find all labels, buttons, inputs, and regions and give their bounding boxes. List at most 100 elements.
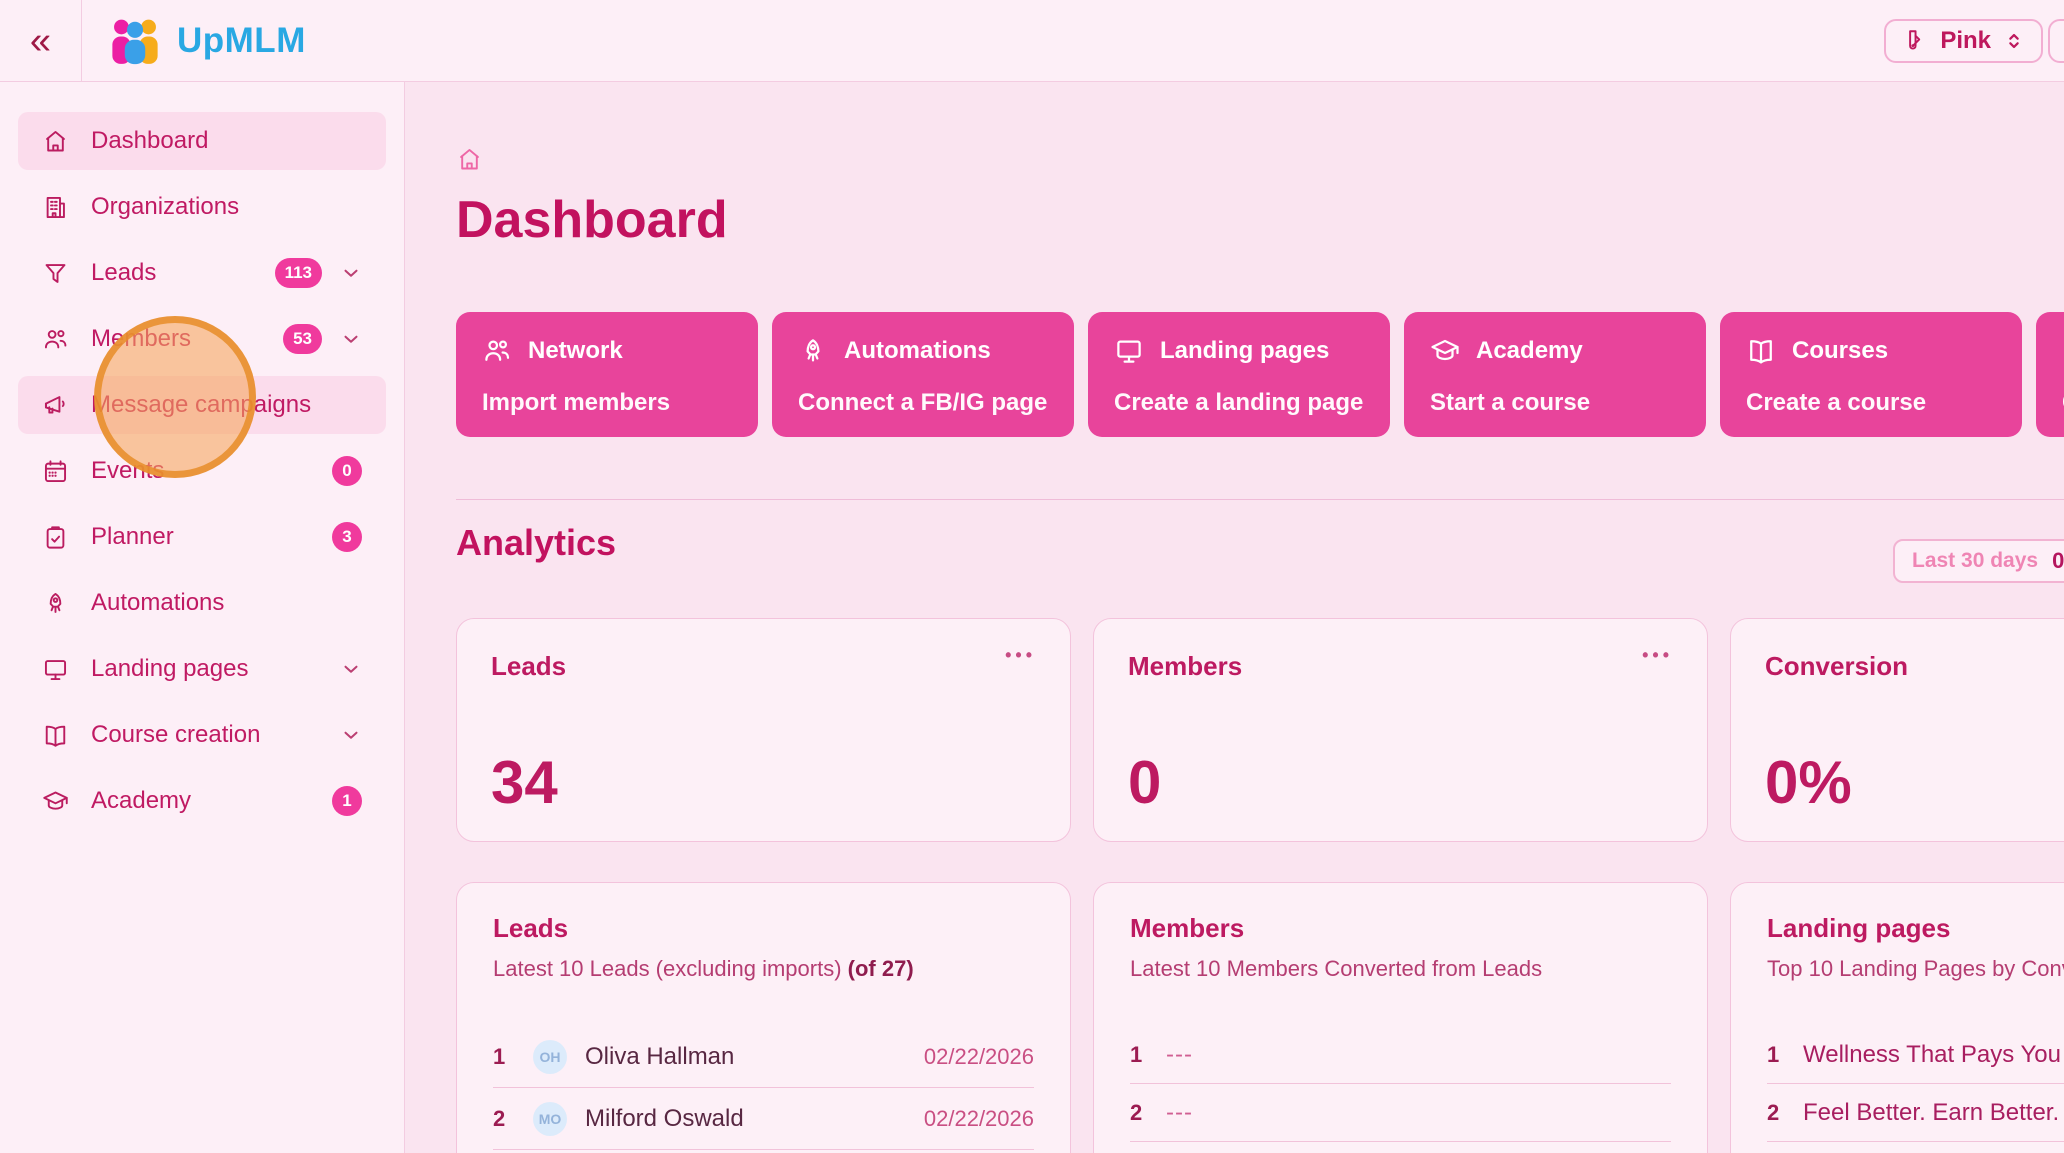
stat-value: 0% — [1765, 749, 1852, 816]
sidebar-collapse-button[interactable]: « — [0, 0, 82, 81]
member-row[interactable]: 3 --- — [1130, 1142, 1671, 1153]
lead-name: Milford Oswald — [585, 1104, 744, 1132]
monitor-icon — [1117, 340, 1141, 363]
leads-list-card: Leads Latest 10 Leads (excluding imports… — [456, 882, 1071, 1153]
quick-action-courses[interactable]: Courses Create a course — [1720, 312, 2022, 437]
date-range-label: Last 30 days — [1912, 549, 2039, 572]
sidebar-item-label: Members — [91, 325, 192, 352]
sidebar-item-automations[interactable]: Automations — [18, 574, 386, 632]
more-menu-icon[interactable]: ••• — [1642, 645, 1673, 665]
events-count-badge: 0 — [332, 456, 362, 486]
book-icon — [45, 725, 66, 747]
sidebar-item-events[interactable]: Events 0 — [18, 442, 386, 500]
list-title: Leads — [493, 913, 569, 943]
quick-action-title: Landing pages — [1160, 337, 1330, 364]
sidebar-item-label: Organizations — [91, 193, 240, 220]
stat-card-members: Members ••• 0 — [1093, 618, 1708, 842]
stat-value: 34 — [491, 749, 558, 816]
sidebar-item-academy[interactable]: Academy 1 — [18, 772, 386, 830]
analytics-lists-row: Leads Latest 10 Leads (excluding imports… — [456, 882, 2064, 1153]
breadcrumb-home-icon[interactable] — [456, 146, 483, 173]
quick-action-title: Courses — [1792, 337, 1889, 364]
graduation-cap-icon — [1431, 339, 1459, 361]
sidebar-item-members[interactable]: Members 53 — [18, 310, 386, 368]
megaphone-icon — [44, 395, 65, 414]
sidebar-item-dashboard[interactable]: Dashboard — [18, 112, 386, 170]
quick-action-subtitle: Create a course — [1746, 389, 1927, 416]
list-title: Landing pages — [1767, 913, 1951, 943]
quick-action-landing-pages[interactable]: Landing pages Create a landing page — [1088, 312, 1390, 437]
lead-name: Oliva Hallman — [585, 1042, 735, 1070]
members-count-badge: 53 — [283, 324, 322, 354]
stat-value: 0 — [1128, 749, 1162, 816]
lead-date: 02/22/2026 — [923, 1043, 1034, 1069]
quick-action-subtitle: C — [2062, 389, 2064, 417]
stat-card-conversion: Conversion 0% — [1730, 618, 2064, 842]
section-divider — [456, 499, 2064, 500]
chevron-down-icon[interactable] — [340, 724, 362, 746]
quick-action-subtitle: Import members — [482, 389, 671, 416]
stat-title: Leads — [491, 651, 567, 681]
landing-page-row[interactable]: 1 Wellness That Pays You Back — [1767, 1026, 2064, 1084]
lead-row[interactable]: 2 MO Milford Oswald 02/22/2026 — [493, 1088, 1034, 1150]
chevron-down-icon[interactable] — [340, 262, 362, 284]
sidebar-item-leads[interactable]: Leads 113 — [18, 244, 386, 302]
analytics-heading: Analytics — [456, 522, 617, 563]
book-icon — [1750, 340, 1772, 364]
quick-action-subtitle: Start a course — [1430, 389, 1591, 416]
sidebar-item-message-campaigns[interactable]: Message campaigns — [18, 376, 386, 434]
quick-action-subtitle: Connect a FB/IG page — [798, 389, 1048, 416]
rocket-icon — [806, 339, 820, 362]
quick-action-title: Automations — [844, 337, 991, 364]
quick-action-automations[interactable]: Automations Connect a FB/IG page — [772, 312, 1074, 437]
date-range-filter[interactable]: Last 30 days 01/2 — [1893, 539, 2064, 583]
stat-card-leads: Leads ••• 34 — [456, 618, 1071, 842]
member-row[interactable]: 1 --- — [1130, 1026, 1671, 1084]
sidebar-item-organizations[interactable]: Organizations — [18, 178, 386, 236]
topbar: « UpMLM Pink — [0, 0, 2064, 82]
quick-action-partial[interactable]: C — [2036, 312, 2064, 437]
rocket-icon — [49, 592, 62, 613]
graduation-cap-icon — [43, 791, 68, 810]
chevron-down-icon[interactable] — [340, 328, 362, 350]
quick-actions-row: Network Import members Automations Conne… — [456, 312, 2064, 437]
sidebar: Dashboard Organizations Leads 113 Member… — [0, 82, 405, 1153]
sidebar-item-course-creation[interactable]: Course creation — [18, 706, 386, 764]
sidebar-item-label: Dashboard — [91, 127, 209, 154]
list-subtitle: Latest 10 Members Converted from Leads — [1130, 956, 1543, 981]
users-icon — [485, 340, 510, 361]
row-rank: 1 — [1767, 1041, 1780, 1067]
date-range-value: 01/2 — [2052, 548, 2064, 573]
upmlm-people-logo-icon — [112, 19, 158, 64]
clipboard-icon — [46, 525, 65, 549]
home-icon — [46, 130, 65, 151]
sidebar-item-landing-pages[interactable]: Landing pages — [18, 640, 386, 698]
sidebar-item-planner[interactable]: Planner 3 — [18, 508, 386, 566]
quick-action-subtitle: Create a landing page — [1114, 389, 1364, 416]
stat-title: Conversion — [1765, 651, 1909, 681]
landing-page-row[interactable]: 2 Feel Better. Earn Better. — [1767, 1084, 2064, 1142]
list-subtitle: Top 10 Landing Pages by Convers — [1767, 956, 2064, 981]
monitor-icon — [44, 659, 67, 680]
landing-pages-list-card: Landing pages Top 10 Landing Pages by Co… — [1730, 882, 2064, 1153]
avatar: OH — [533, 1039, 567, 1074]
quick-action-title: Network — [528, 337, 623, 364]
theme-selector[interactable]: Pink — [1884, 19, 2043, 63]
sidebar-item-label: Message campaigns — [91, 391, 312, 418]
app-logo[interactable]: UpMLM — [106, 0, 306, 81]
chevron-down-icon[interactable] — [340, 658, 362, 680]
lead-date: 02/22/2026 — [923, 1105, 1034, 1131]
planner-count-badge: 3 — [332, 522, 362, 552]
quick-action-academy[interactable]: Academy Start a course — [1404, 312, 1706, 437]
more-menu-icon[interactable]: ••• — [1005, 645, 1036, 665]
academy-count-badge: 1 — [332, 786, 362, 816]
member-row[interactable]: 2 --- — [1130, 1084, 1671, 1142]
member-placeholder: --- — [1166, 1098, 1193, 1126]
landing-page-name: Wellness That Pays You Back — [1803, 1040, 2064, 1068]
topbar-partial-button[interactable] — [2048, 19, 2064, 63]
brand-name: UpMLM — [177, 20, 306, 60]
row-rank: 2 — [1130, 1099, 1143, 1125]
palette-icon — [1909, 30, 1921, 50]
lead-row[interactable]: 1 OH Oliva Hallman 02/22/2026 — [493, 1026, 1034, 1088]
quick-action-network[interactable]: Network Import members — [456, 312, 758, 437]
